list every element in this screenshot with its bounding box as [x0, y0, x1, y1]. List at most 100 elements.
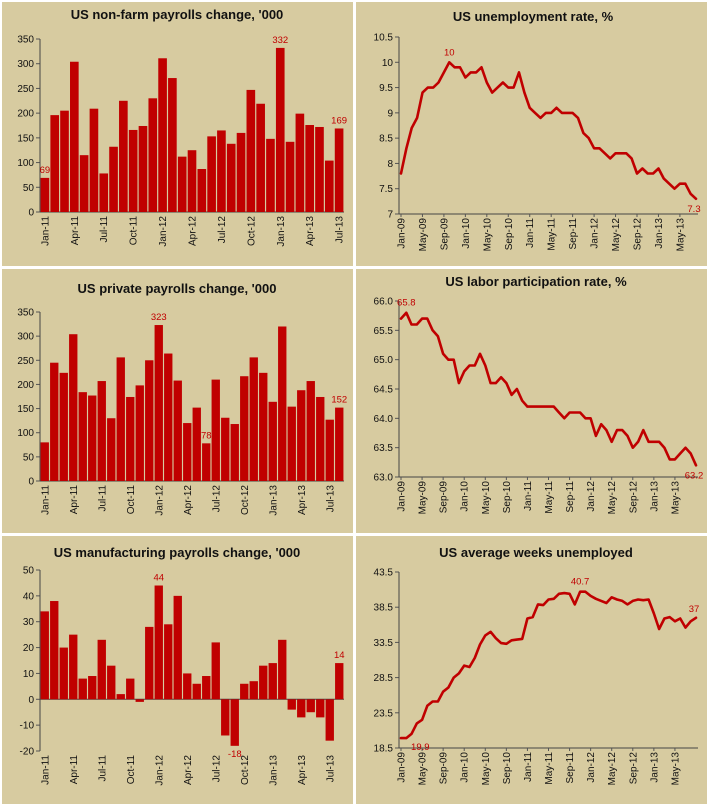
bar [59, 372, 68, 481]
bar [226, 143, 236, 212]
chart-title: US labor participation rate, % [445, 274, 627, 289]
x-tick-label: Oct-11 [129, 216, 140, 246]
bar [138, 125, 148, 212]
x-tick-label: Jan-12 [586, 481, 597, 512]
y-tick-label: 50 [23, 566, 35, 577]
bar [278, 639, 287, 700]
x-tick-label: May-11 [544, 752, 555, 785]
bar [88, 395, 97, 481]
x-tick-label: Oct-12 [240, 755, 251, 785]
x-tick-label: Apr-11 [70, 216, 81, 246]
bar [173, 380, 182, 481]
x-tick-label: Sep-11 [568, 218, 579, 250]
bar [50, 601, 59, 700]
chart-nonfarm-payrolls: US non-farm payrolls change, '000 0 50 100 1… [17, 7, 347, 247]
x-tick-label: Jan-10 [461, 218, 472, 249]
bar [60, 110, 69, 212]
y-tick-label: 18.5 [374, 744, 394, 755]
series-line [399, 590, 698, 740]
bar [306, 699, 315, 713]
y-tick-label: 28.5 [374, 673, 394, 684]
x-tick-label: Jan-11 [40, 755, 51, 785]
bar [109, 146, 118, 212]
bar [97, 381, 106, 481]
bar [285, 141, 295, 212]
y-tick-label: 64.0 [374, 414, 394, 425]
bar [217, 130, 226, 212]
chart-title: US manufacturing payrolls change, '000 [54, 545, 301, 560]
data-label: 152 [331, 395, 347, 406]
y-tick-label: 38.5 [374, 603, 394, 614]
x-tick-label: May-13 [670, 752, 681, 786]
y-tick-label: 50 [23, 183, 35, 194]
chart-panel-nonfarm: US non-farm payrolls change, '000 0 50 100 1… [2, 2, 353, 266]
x-tick-label: May-12 [607, 752, 618, 786]
data-label: 323 [151, 312, 167, 323]
x-tick-label: Jan-09 [397, 218, 408, 249]
x-tick-label: Jan-12 [154, 755, 165, 786]
chart-panel-private: US private payrolls change, '000 0 50 100 15… [2, 269, 353, 533]
y-tick-label: 200 [17, 109, 34, 120]
bar [192, 407, 201, 481]
data-label: 14 [334, 650, 345, 661]
bar [50, 362, 59, 481]
x-tick-label: May-09 [418, 218, 429, 252]
bar [268, 663, 277, 700]
chart-panel-weeks-unemployed: US average weeks unemployed 18.5 23.5 28.5 3… [356, 536, 707, 804]
y-tick-label: 250 [17, 356, 34, 367]
y-tick-label: 0 [28, 208, 34, 219]
y-tick-label: 200 [17, 380, 34, 391]
x-tick-label: Apr-12 [183, 755, 194, 785]
y-tick-label: 40 [23, 591, 35, 602]
x-tick-label: May-12 [607, 481, 618, 515]
chart-unemployment-rate: US unemployment rate, % 7 7.5 8 8.5 9 9.5 10 10.… [374, 9, 701, 252]
data-label: 44 [154, 573, 165, 584]
bar [40, 177, 50, 212]
bar [230, 699, 239, 746]
x-tick-label: May-10 [481, 481, 492, 515]
series-line [399, 60, 698, 201]
y-tick-label: 100 [17, 158, 34, 169]
data-label: 37 [689, 604, 700, 615]
bar [158, 58, 167, 212]
bar [221, 417, 230, 481]
x-tick-label: Jan-11 [525, 218, 536, 248]
x-tick-label: May-11 [547, 218, 558, 251]
x-tick-label: Jan-09 [397, 752, 408, 783]
y-tick-label: 33.5 [374, 638, 394, 649]
x-tick-label: May-09 [418, 752, 429, 786]
bar [268, 401, 277, 481]
bar [177, 156, 187, 212]
bar [154, 325, 163, 481]
bar [128, 129, 138, 212]
bar [297, 699, 306, 718]
x-tick-label: Jul-11 [97, 485, 108, 512]
x-tick-label: Sep-12 [628, 481, 639, 514]
y-tick-label: 30 [23, 617, 35, 628]
bar [69, 334, 78, 481]
bar [249, 681, 258, 700]
bar [246, 89, 256, 212]
x-tick-label: Sep-09 [439, 752, 450, 785]
bar [325, 419, 334, 481]
y-tick-label: 66.0 [374, 297, 394, 308]
x-tick-label: May-13 [675, 218, 686, 252]
bar [107, 418, 116, 481]
y-tick-label: 7 [387, 210, 393, 221]
bar [97, 639, 106, 700]
chart-title: US private payrolls change, '000 [78, 281, 277, 296]
bar [107, 665, 116, 700]
x-tick-label: Sep-09 [439, 218, 450, 251]
data-label: 40.7 [571, 577, 590, 588]
x-tick-label: Sep-09 [439, 481, 450, 514]
y-tick-label: -20 [20, 747, 35, 758]
bar [325, 699, 334, 741]
x-tick-label: Sep-10 [504, 218, 515, 251]
bar [145, 360, 154, 481]
y-tick-label: 10.5 [374, 33, 394, 44]
x-tick-label: Jan-10 [460, 481, 471, 512]
bar [40, 442, 49, 481]
x-tick-label: Sep-10 [502, 752, 513, 785]
bar [135, 385, 144, 481]
x-tick-label: Apr-13 [297, 485, 308, 515]
